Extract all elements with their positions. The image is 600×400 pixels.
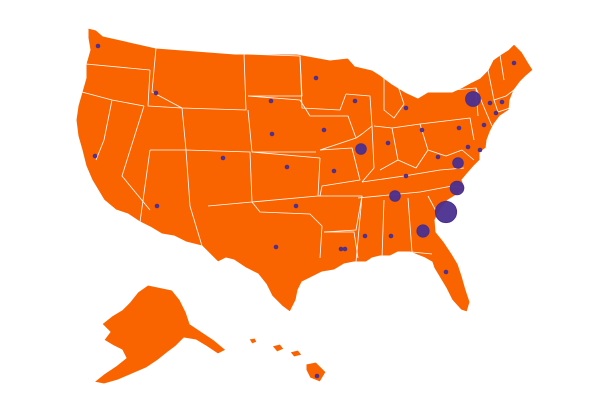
bubble-colorado	[220, 155, 226, 161]
bubble-alabama	[388, 233, 394, 239]
bubble-florida	[443, 269, 449, 275]
contiguous-us-shape	[75, 27, 534, 313]
bubble-tennessee	[389, 190, 401, 202]
bubble-nebraska	[269, 131, 275, 137]
bubble-new-jersey	[481, 122, 487, 128]
land-layer	[75, 27, 534, 385]
hawaii-island-3	[289, 349, 303, 358]
bubble-new-york	[465, 91, 481, 107]
bubble-layer	[92, 43, 517, 379]
bubble-idaho	[153, 90, 159, 96]
bubble-ohio	[419, 127, 425, 133]
bubble-wisconsin	[352, 98, 358, 104]
bubble-missouri	[331, 168, 337, 174]
bubble-iowa	[321, 127, 327, 133]
bubble-pennsylvania	[456, 125, 462, 131]
bubble-arkansas	[338, 246, 344, 252]
bubble-washington	[95, 43, 101, 49]
bubble-arizona	[154, 203, 160, 209]
bubble-kentucky	[403, 173, 409, 179]
bubble-michigan	[403, 105, 409, 111]
bubble-virginia	[452, 157, 464, 169]
bubble-connecticut	[493, 110, 499, 116]
hawaii-island-2	[271, 343, 285, 353]
bubble-kansas	[284, 164, 290, 170]
state-borders	[81, 47, 515, 263]
bubble-hawaii	[314, 373, 320, 379]
bubble-indiana	[385, 140, 391, 146]
bubble-georgia	[416, 224, 430, 238]
bubble-mississippi	[362, 233, 368, 239]
bubble-oklahoma	[293, 203, 299, 209]
hawaii-island-4	[305, 361, 327, 383]
bubble-vermont	[487, 100, 493, 106]
bubble-south-dakota	[268, 98, 274, 104]
bubble-louisiana	[342, 246, 348, 252]
bubble-texas	[273, 244, 279, 250]
bubble-maine	[511, 60, 517, 66]
bubble-massachusetts	[499, 99, 505, 105]
alaska-shape	[93, 284, 227, 385]
bubble-illinois	[355, 143, 367, 155]
bubble-california	[92, 153, 98, 159]
bubble-maryland	[465, 144, 471, 150]
bubble-south-carolina	[434, 200, 458, 224]
bubble-west-virginia	[435, 154, 441, 160]
bubble-delaware	[477, 147, 483, 153]
bubble-minnesota	[313, 75, 319, 81]
hawaii-island-1	[248, 337, 258, 345]
bubble-north-carolina	[449, 180, 465, 196]
